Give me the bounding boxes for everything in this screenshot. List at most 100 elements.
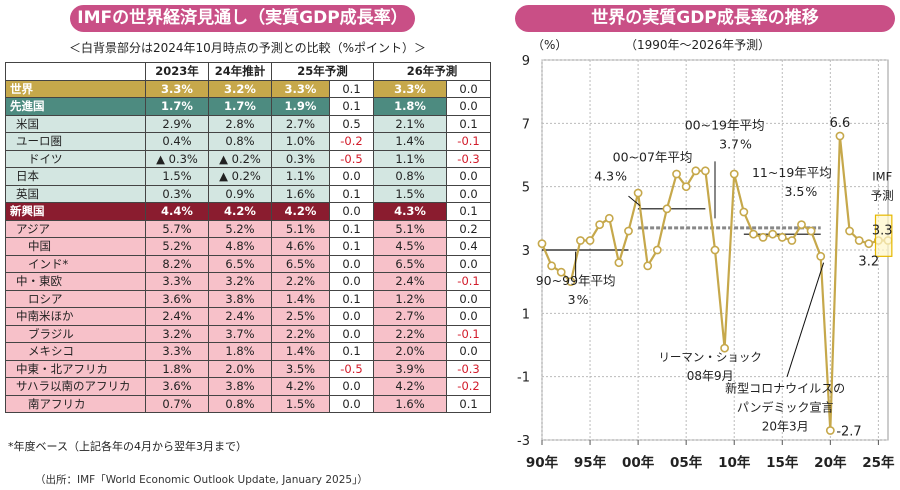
data-point xyxy=(758,232,768,242)
x-tick-label: 15年 xyxy=(766,454,799,471)
lehman-date-label: 08年9月 xyxy=(687,369,734,383)
value-cell: 5.1% xyxy=(373,219,448,238)
revision-cell: 0.2 xyxy=(446,219,492,238)
value-cell: 4.3% xyxy=(373,202,448,221)
gdp-growth-chart: -3 -1 1 3 5 7 9 90年 95年 00年 05年 10年 15年 20年 25年 （%） （199… xyxy=(517,38,895,471)
table-row: ユーロ圏 0.4% 0.8% 1.0% -0.2 1.4% -0.1 xyxy=(5,132,492,151)
value-cell: 3.2% xyxy=(208,79,272,98)
value-cell: 3.8% xyxy=(208,289,272,308)
table-row: アジア 5.7% 5.2% 5.1% 0.1 5.1% 0.2 xyxy=(5,219,492,238)
trough-value-label: -2.7 xyxy=(836,425,861,440)
x-tick-label: 90年 xyxy=(526,454,559,471)
data-point xyxy=(835,131,845,141)
revision-cell: 0.5 xyxy=(328,114,375,133)
leader-line-2000-2007 xyxy=(628,195,641,207)
value-cell: 1.4% xyxy=(271,289,330,308)
table-header-row: 2023年 24年推計 25年予測 26年予測 xyxy=(5,62,492,81)
row-label: メキシコ xyxy=(5,342,146,361)
revision-cell: 0.0 xyxy=(446,254,492,273)
data-point xyxy=(681,182,691,192)
value-cell: 0.3% xyxy=(145,184,209,203)
revision-cell: -0.1 xyxy=(446,324,492,343)
data-point xyxy=(662,204,672,214)
y-tick-label: -1 xyxy=(517,371,530,386)
revision-cell: 0.1 xyxy=(446,394,492,413)
value-cell: 1.9% xyxy=(271,97,330,116)
value-cell: 4.2% xyxy=(373,377,448,396)
lehman-label: リーマン・ショック xyxy=(658,350,762,364)
header-2026-forecast: 26年予測 xyxy=(373,62,492,81)
data-point xyxy=(691,166,701,176)
revision-cell: 0.1 xyxy=(328,97,375,116)
y-tick-label: 5 xyxy=(522,181,530,196)
value-cell: 1.0% xyxy=(271,132,330,151)
value-cell: 1.8% xyxy=(208,342,272,361)
table-row: 米国 2.9% 2.8% 2.7% 0.5 2.1% 0.1 xyxy=(5,114,492,133)
data-point xyxy=(806,226,816,236)
table-row: 中東・北アフリカ 1.8% 2.0% 3.5% -0.5 3.9% -0.3 xyxy=(5,359,492,378)
row-label: 世界 xyxy=(5,79,146,98)
data-point xyxy=(825,426,835,435)
header-2025-forecast: 25年予測 xyxy=(270,62,375,81)
value-label-2024: 3.2 xyxy=(858,255,879,270)
value-cell: 0.8% xyxy=(208,132,272,151)
value-cell: 3.6% xyxy=(145,377,209,396)
data-point xyxy=(710,245,720,255)
value-cell: ▲ 0.2% xyxy=(208,149,272,168)
revision-cell: 0.1 xyxy=(328,79,375,98)
value-cell: 1.5% xyxy=(145,167,209,186)
data-point xyxy=(854,236,864,245)
value-cell: 5.2% xyxy=(208,219,272,238)
row-label: サハラ以南のアフリカ xyxy=(5,377,146,396)
percent-suffix: % xyxy=(805,184,817,199)
table-row: 新興国 4.4% 4.2% 4.2% 0.0 4.3% 0.1 xyxy=(5,202,492,221)
revision-cell: 0.0 xyxy=(328,272,375,291)
covid-label-line2: パンデミック宣言 xyxy=(737,400,834,415)
y-tick-label: 9 xyxy=(522,54,530,69)
chart-axes: -3 -1 1 3 5 7 9 90年 95年 00年 05年 10年 15年 20年 25年 （%） （199… xyxy=(517,38,895,471)
x-tick-label: 95年 xyxy=(574,454,607,471)
row-label: 中東・北アフリカ xyxy=(5,359,146,378)
value-cell: 0.8% xyxy=(208,394,272,413)
table-row: 世界 3.3% 3.2% 3.3% 0.1 3.3% 0.0 xyxy=(5,79,492,98)
row-label: 先進国 xyxy=(5,97,146,116)
value-cell: 5.1% xyxy=(271,219,330,238)
data-point xyxy=(749,229,758,239)
value-cell: 1.7% xyxy=(145,97,209,116)
value-cell: 2.2% xyxy=(271,324,330,343)
revision-cell: -0.1 xyxy=(446,132,492,151)
value-cell: 1.4% xyxy=(271,342,330,361)
covid-date-label: 20年3月 xyxy=(762,420,809,434)
data-point xyxy=(700,166,710,176)
revision-cell: -0.2 xyxy=(328,132,375,151)
table-row: 日本 1.5% ▲ 0.2% 1.1% 0.0 0.8% 0.0 xyxy=(5,167,492,186)
value-cell: 3.3% xyxy=(145,342,209,361)
value-cell: ▲ 0.3% xyxy=(145,149,209,168)
peak-value-label: 6.6 xyxy=(830,116,851,131)
table-row: インド* 8.2% 6.5% 6.5% 0.0 6.5% 0.0 xyxy=(5,254,492,273)
average-value-2000-2007: 4.3 xyxy=(594,168,614,183)
revision-cell: 0.1 xyxy=(328,237,375,256)
value-cell: 0.3% xyxy=(271,149,330,168)
value-cell: 1.4% xyxy=(373,132,448,151)
row-label: 英国 xyxy=(5,184,146,203)
revision-cell: -0.2 xyxy=(446,377,492,396)
value-cell: 1.5% xyxy=(373,184,448,203)
x-tick-label: 20年 xyxy=(814,454,847,471)
header-2024-estimate: 24年推計 xyxy=(208,62,272,81)
value-cell: 2.5% xyxy=(271,307,330,326)
value-cell: 1.2% xyxy=(373,289,448,308)
value-cell: 4.4% xyxy=(145,202,209,221)
value-cell: 3.9% xyxy=(373,359,448,378)
value-cell: 1.6% xyxy=(373,394,448,413)
table-footnote: *年度ベース（上記各年の4月から翌年3月まで） xyxy=(8,440,247,453)
value-cell: 2.7% xyxy=(271,114,330,133)
revision-cell: 0.0 xyxy=(446,184,492,203)
data-point xyxy=(585,236,595,245)
revision-cell: 0.0 xyxy=(446,289,492,308)
percent-suffix: % xyxy=(740,137,752,152)
revision-cell: 0.0 xyxy=(328,307,375,326)
table-row: ロシア 3.6% 3.8% 1.4% 0.1 1.2% 0.0 xyxy=(5,289,492,308)
data-point xyxy=(595,220,605,230)
table-row: 英国 0.3% 0.9% 1.6% 0.1 1.5% 0.0 xyxy=(5,184,492,203)
